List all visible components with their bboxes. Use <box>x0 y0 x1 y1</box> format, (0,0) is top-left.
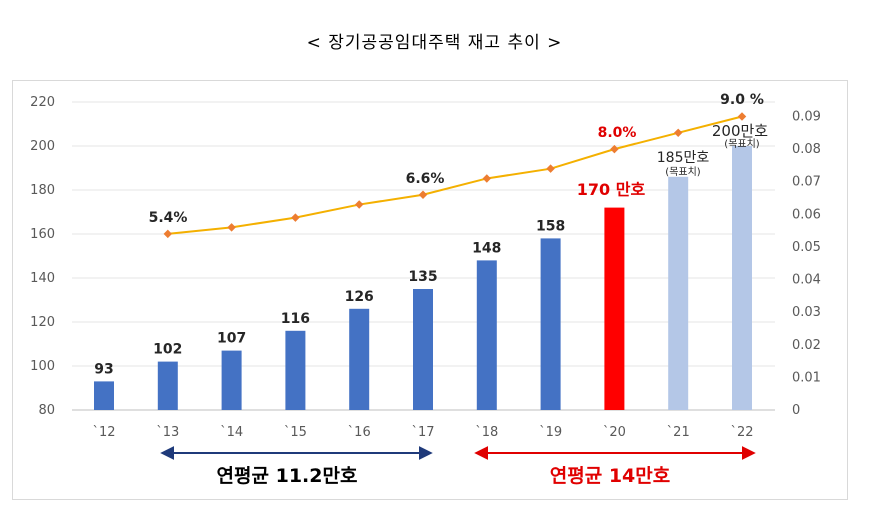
rate-point <box>673 128 683 138</box>
x-tick-label: `15 <box>284 425 307 440</box>
right-tick-label: 0.06 <box>792 207 821 222</box>
bar-label-2020: 170 만호 <box>577 180 646 199</box>
x-tick-label: `18 <box>475 425 498 440</box>
x-tick-label: `17 <box>411 425 434 440</box>
left-tick-label: 80 <box>38 403 55 418</box>
x-tick-label: `16 <box>348 425 371 440</box>
pct-label-2020: 8.0% <box>598 125 637 141</box>
bar-label-2021: 185만호 <box>657 150 710 166</box>
bar-value-label: 135 <box>408 269 437 285</box>
pct-label-2017: 6.6% <box>406 171 445 187</box>
summary-left: 연평균 11.2만호 <box>217 465 358 487</box>
pct-label-2022: 9.0 % <box>720 92 764 108</box>
right-tick-label: 0.03 <box>792 305 821 320</box>
bar-value-label: 158 <box>536 218 565 234</box>
rate-point <box>546 164 555 173</box>
chart-frame <box>12 80 848 500</box>
rate-point <box>737 112 747 121</box>
right-tick-label: 0.08 <box>792 142 821 157</box>
bar-value-label: 148 <box>472 240 501 256</box>
bar-21 <box>668 176 689 410</box>
bar-22 <box>732 146 752 410</box>
rate-point <box>291 213 300 222</box>
left-tick-label: 140 <box>30 271 55 286</box>
pct-label-2013: 5.4% <box>149 210 188 226</box>
bar-sublabel-2021: (목표치) <box>665 166 701 178</box>
bar-label-2022: 200만호 <box>712 122 768 140</box>
right-tick-label: 0 <box>792 403 800 418</box>
right-tick-label: 0.09 <box>792 110 821 125</box>
bar-value-label: 116 <box>281 311 310 327</box>
x-tick-label: `21 <box>667 425 690 440</box>
summary-right: 연평균 14만호 <box>550 465 670 487</box>
bar-19 <box>540 238 561 410</box>
right-tick-label: 0.02 <box>792 338 821 353</box>
bar-12 <box>94 381 114 410</box>
right-tick-label: 0.04 <box>792 273 821 288</box>
left-tick-label: 100 <box>30 359 55 374</box>
x-tick-label: `14 <box>220 425 243 440</box>
bar-20 <box>604 207 625 410</box>
rate-point <box>418 190 428 200</box>
bar-14 <box>221 350 242 410</box>
x-tick-label: `22 <box>730 425 753 440</box>
bar-17 <box>413 289 433 410</box>
rate-point <box>482 174 492 183</box>
x-tick-label: `19 <box>539 425 562 440</box>
rate-line <box>167 115 743 235</box>
right-tick-label: 0.01 <box>792 370 821 385</box>
bar-13 <box>157 361 178 410</box>
bar-value-label: 93 <box>94 361 113 377</box>
bar-18 <box>476 260 497 410</box>
chart-title: < 장기공공임대주택 재고 추이 > <box>306 33 563 53</box>
bar-15 <box>285 330 306 410</box>
bar-16 <box>349 308 370 410</box>
rate-point <box>163 229 173 239</box>
bar-sublabel-2022: (목표치) <box>724 138 760 150</box>
x-tick-label: `13 <box>156 425 179 440</box>
left-tick-label: 160 <box>30 227 55 242</box>
bar-value-label: 102 <box>153 342 182 358</box>
bar-value-label: 107 <box>217 331 246 347</box>
right-tick-label: 0.07 <box>792 175 821 190</box>
left-tick-label: 120 <box>30 315 55 330</box>
x-tick-label: `20 <box>603 425 626 440</box>
rate-point <box>354 200 364 209</box>
x-tick-label: `12 <box>92 425 115 440</box>
left-tick-label: 220 <box>30 95 55 110</box>
rate-point <box>227 223 236 232</box>
left-tick-label: 180 <box>30 183 55 198</box>
bar-value-label: 126 <box>345 289 374 305</box>
left-tick-label: 200 <box>30 139 55 154</box>
right-tick-label: 0.05 <box>792 240 821 255</box>
